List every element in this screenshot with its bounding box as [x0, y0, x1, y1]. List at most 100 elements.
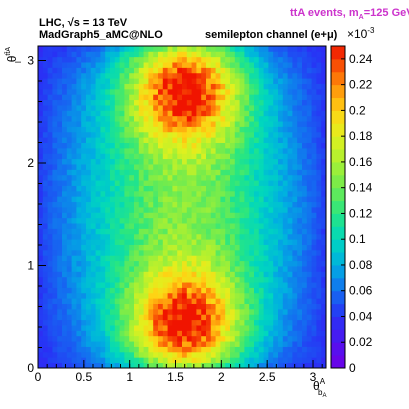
heatmap-cell	[206, 164, 212, 170]
heatmap-cell	[138, 357, 144, 364]
heatmap-cell	[47, 303, 53, 310]
heatmap-cell	[201, 142, 207, 149]
heatmap-cell	[114, 303, 120, 310]
heatmap-cell	[287, 83, 293, 90]
heatmap-cell	[71, 185, 77, 192]
heatmap-cell	[47, 72, 53, 79]
heatmap-cell	[66, 260, 72, 267]
heatmap-cell	[110, 99, 116, 106]
heatmap-cell	[287, 153, 293, 160]
heatmap-cell	[249, 271, 255, 278]
heatmap-cell	[124, 271, 130, 278]
heatmap-cell	[86, 319, 92, 326]
heatmap-cell	[230, 212, 236, 219]
heatmap-cell	[52, 228, 58, 235]
heatmap-cell	[134, 164, 140, 170]
heatmap-cell	[134, 249, 140, 256]
heatmap-cell	[76, 239, 82, 245]
heatmap-cell	[249, 121, 255, 127]
heatmap-cell	[148, 335, 154, 342]
heatmap-cell	[302, 255, 308, 262]
heatmap-cell	[153, 158, 159, 165]
heatmap-cell	[71, 147, 77, 154]
heatmap-cell	[100, 83, 106, 90]
heatmap-cell	[162, 67, 168, 74]
heatmap-cell	[321, 94, 327, 101]
heatmap-cell	[71, 99, 77, 106]
heatmap-cell	[316, 83, 322, 90]
heatmap-cell	[278, 72, 284, 79]
heatmap-cell	[110, 260, 116, 267]
heatmap-cell	[124, 67, 130, 74]
heatmap-cell	[201, 303, 207, 310]
heatmap-cell	[162, 56, 168, 63]
heatmap-cell	[249, 341, 255, 347]
heatmap-cell	[124, 126, 130, 133]
heatmap-cell	[311, 185, 317, 192]
heatmap-cell	[81, 223, 87, 229]
heatmap-cell	[172, 201, 178, 208]
heatmap-cell	[81, 121, 87, 127]
heatmap-cell	[76, 282, 82, 288]
heatmap-cell	[162, 121, 168, 127]
colorbar-segment	[331, 97, 345, 111]
heatmap-cell	[201, 137, 207, 143]
heatmap-cell	[321, 115, 327, 122]
heatmap-cell	[138, 282, 144, 288]
heatmap-cell	[100, 308, 106, 315]
heatmap-cell	[254, 282, 260, 288]
heatmap-cell	[249, 115, 255, 122]
heatmap-cell	[148, 169, 154, 176]
heatmap-cell	[124, 56, 130, 63]
heatmap-cell	[182, 94, 188, 101]
heatmap-cell	[225, 174, 231, 181]
heatmap-cell	[273, 185, 279, 192]
heatmap-cell	[172, 249, 178, 256]
heatmap-cell	[201, 67, 207, 74]
heatmap-cell	[42, 341, 48, 347]
heatmap-cell	[134, 147, 140, 154]
heatmap-cell	[201, 78, 207, 84]
heatmap-cell	[210, 314, 216, 321]
heatmap-cell	[81, 303, 87, 310]
heatmap-cell	[302, 217, 308, 224]
heatmap-cell	[210, 357, 216, 364]
heatmap-cell	[196, 362, 202, 369]
heatmap-cell	[119, 196, 125, 203]
heatmap-cell	[124, 142, 130, 149]
heatmap-cell	[81, 341, 87, 347]
heatmap-cell	[263, 110, 269, 117]
heatmap-cell	[167, 244, 173, 251]
heatmap-cell	[71, 249, 77, 256]
heatmap-cell	[153, 249, 159, 256]
heatmap-cell	[225, 357, 231, 364]
y-tick-label: 2	[27, 156, 34, 170]
heatmap-cell	[239, 351, 245, 358]
heatmap-cell	[66, 180, 72, 186]
heatmap-cell	[215, 330, 221, 337]
heatmap-cell	[230, 244, 236, 251]
heatmap-cell	[278, 94, 284, 101]
heatmap-cell	[287, 126, 293, 133]
z-tick-label: 0.12	[349, 206, 373, 220]
heatmap-cell	[105, 223, 111, 229]
heatmap-cell	[57, 266, 63, 272]
heatmap-cell	[282, 137, 288, 143]
heatmap-cell	[220, 185, 226, 192]
heatmap-cell	[191, 147, 197, 154]
heatmap-cell	[206, 319, 212, 326]
heatmap-cell	[158, 303, 164, 310]
heatmap-cell	[220, 142, 226, 149]
heatmap-cell	[119, 115, 125, 122]
heatmap-cell	[71, 62, 77, 68]
heatmap-cell	[258, 153, 264, 160]
heatmap-cell	[76, 228, 82, 235]
heatmap-cell	[177, 56, 183, 63]
heatmap-cell	[124, 169, 130, 176]
heatmap-cell	[95, 83, 101, 90]
heatmap-cell	[138, 169, 144, 176]
colorbar-segment	[331, 71, 345, 86]
heatmap-cell	[258, 110, 264, 117]
heatmap-cell	[153, 325, 159, 331]
heatmap-cell	[52, 271, 58, 278]
